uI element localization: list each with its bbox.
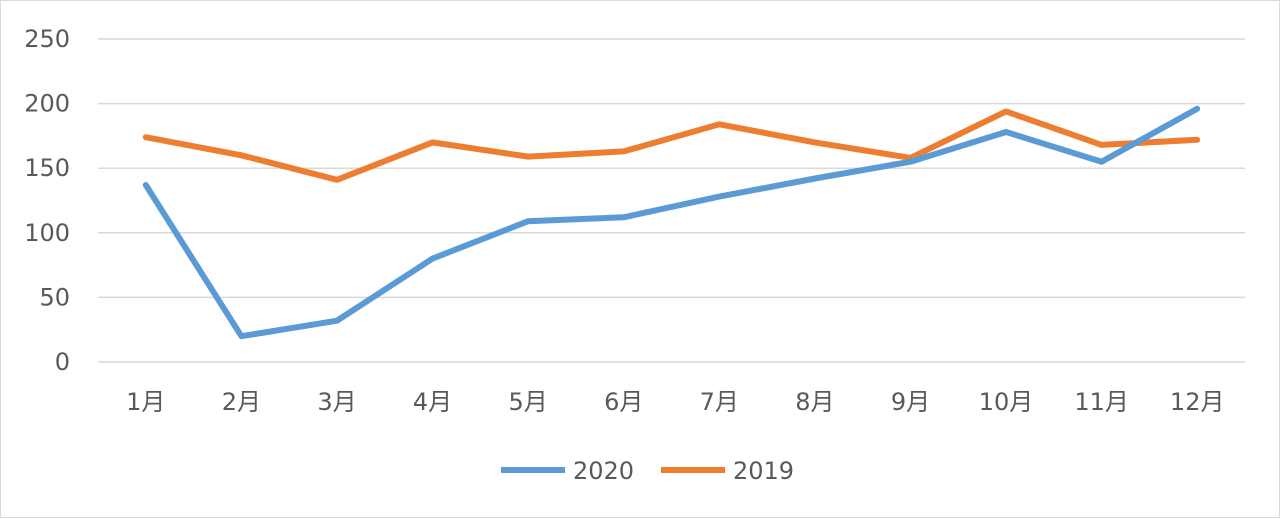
x-tick-label-2: 2月 bbox=[222, 388, 261, 416]
x-axis-tick-labels: 1月 2月 3月 4月 5月 6月 7月 8月 9月 10月 11月 12月 bbox=[126, 388, 1224, 416]
x-tick-label-10: 10月 bbox=[979, 388, 1034, 416]
y-tick-label-200: 200 bbox=[24, 90, 70, 118]
y-tick-label-100: 100 bbox=[24, 219, 70, 247]
series-lines bbox=[142, 105, 1201, 340]
y-axis-tick-labels: 0 50 100 150 200 250 bbox=[24, 25, 70, 376]
series-line-2020 bbox=[142, 105, 1201, 340]
series-line-2019 bbox=[142, 108, 1201, 183]
legend-label-2019: 2019 bbox=[733, 457, 794, 485]
y-tick-label-50: 50 bbox=[39, 283, 70, 311]
x-tick-label-4: 4月 bbox=[413, 388, 452, 416]
x-tick-label-9: 9月 bbox=[891, 388, 930, 416]
x-tick-label-1: 1月 bbox=[126, 388, 165, 416]
x-tick-label-12: 12月 bbox=[1170, 388, 1225, 416]
gridlines bbox=[98, 38, 1245, 363]
x-tick-label-6: 6月 bbox=[604, 388, 643, 416]
x-tick-label-3: 3月 bbox=[317, 388, 356, 416]
legend-label-2020: 2020 bbox=[573, 457, 634, 485]
x-tick-label-11: 11月 bbox=[1074, 388, 1129, 416]
y-tick-label-250: 250 bbox=[24, 25, 70, 53]
x-tick-label-5: 5月 bbox=[508, 388, 547, 416]
legend: 2020 2019 bbox=[501, 457, 794, 485]
y-tick-label-0: 0 bbox=[55, 348, 70, 376]
y-tick-label-150: 150 bbox=[24, 154, 70, 182]
x-tick-label-8: 8月 bbox=[795, 388, 834, 416]
x-tick-label-7: 7月 bbox=[700, 388, 739, 416]
